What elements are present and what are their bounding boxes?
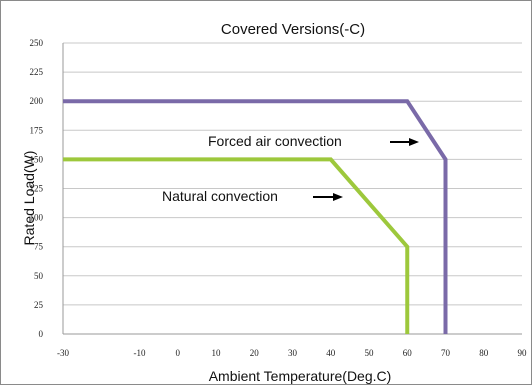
annotation-label-1: Natural convection [162, 188, 278, 204]
y-tick-175: 175 [30, 125, 44, 135]
x-tick-20: 20 [250, 348, 260, 358]
x-tick-70: 70 [441, 348, 451, 358]
annotation-arrow-head-1 [333, 193, 343, 201]
y-tick-labels: 0 25 50 75 100 125 150 175 200 225 250 [30, 38, 44, 339]
y-tick-50: 50 [34, 271, 44, 281]
x-tick-50: 50 [365, 348, 375, 358]
y-tick-150: 150 [30, 154, 44, 164]
x-tick-labels: -30 -10 0 10 20 30 40 50 60 70 80 90 [57, 348, 527, 358]
series-lines [63, 99, 448, 334]
y-tick-0: 0 [39, 329, 44, 339]
x-axis-label: Ambient Temperature(Deg.C) [209, 368, 392, 384]
y-tick-200: 200 [30, 96, 44, 106]
y-tick-75: 75 [34, 242, 44, 252]
x-tick-80: 80 [479, 348, 489, 358]
x-tick-40: 40 [326, 348, 336, 358]
gridlines [62, 42, 522, 335]
chart-title: Covered Versions(-C) [221, 21, 365, 38]
annotations: Forced air convection Natural convection [162, 133, 419, 204]
x-tick-60: 60 [403, 348, 413, 358]
y-tick-250: 250 [30, 38, 44, 48]
x-tick--10: -10 [134, 348, 146, 358]
y-tick-100: 100 [30, 213, 44, 223]
annotation-arrow-head-0 [409, 138, 419, 146]
annotation-label-0: Forced air convection [208, 133, 342, 149]
series-line-0 [63, 99, 448, 334]
y-axis-label: Rated Load(W) [21, 151, 37, 246]
y-tick-125: 125 [30, 184, 44, 194]
y-tick-25: 25 [34, 300, 44, 310]
x-tick-30: 30 [288, 348, 298, 358]
series-line-1 [63, 157, 410, 334]
x-tick-0: 0 [176, 348, 181, 358]
x-tick-90: 90 [518, 348, 528, 358]
y-tick-225: 225 [30, 67, 44, 77]
x-tick-10: 10 [212, 348, 222, 358]
x-tick--30: -30 [57, 348, 69, 358]
